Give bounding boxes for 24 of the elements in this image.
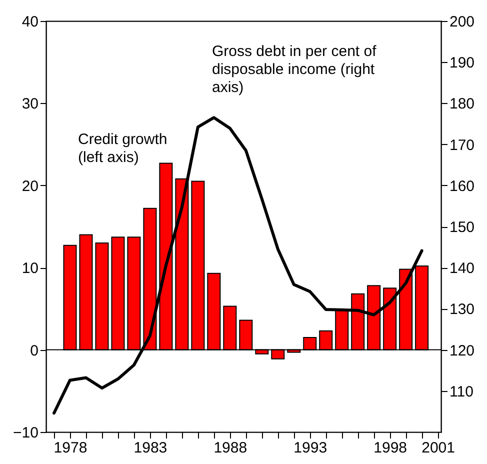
annotation: Credit growth (left axis): [78, 131, 168, 166]
annotation: Gross debt in per cent of disposable income (right axis): [212, 43, 378, 96]
x-tick-label: 1993: [294, 440, 328, 456]
x-tick-label: 1988: [214, 440, 248, 456]
y-tick-label: 40: [22, 14, 38, 30]
x-tick-label: 1998: [374, 440, 408, 456]
y-tick-label: −10: [13, 424, 38, 442]
y2-tick-label: 170: [450, 136, 475, 154]
x-tick-label: 2001: [422, 440, 455, 456]
y2-tick-label: 180: [450, 96, 475, 113]
y2-tick-label: 200: [450, 14, 475, 30]
y-tick-label: 0: [30, 342, 38, 360]
y2-tick-label: 150: [450, 219, 475, 236]
y2-tick-label: 110: [450, 383, 474, 400]
y2-tick-label: 160: [450, 178, 475, 195]
y2-tick-label: 140: [450, 260, 475, 278]
y-tick-label: 10: [22, 260, 38, 278]
y-tick-label: 30: [22, 96, 38, 113]
y-tick-label: 20: [22, 178, 38, 195]
y2-tick-label: 190: [450, 54, 475, 72]
x-tick-label: 1978: [54, 440, 88, 456]
y2-tick-label: 130: [450, 301, 475, 318]
x-tick-label: 1983: [134, 440, 168, 456]
y2-tick-label: 120: [450, 342, 475, 360]
